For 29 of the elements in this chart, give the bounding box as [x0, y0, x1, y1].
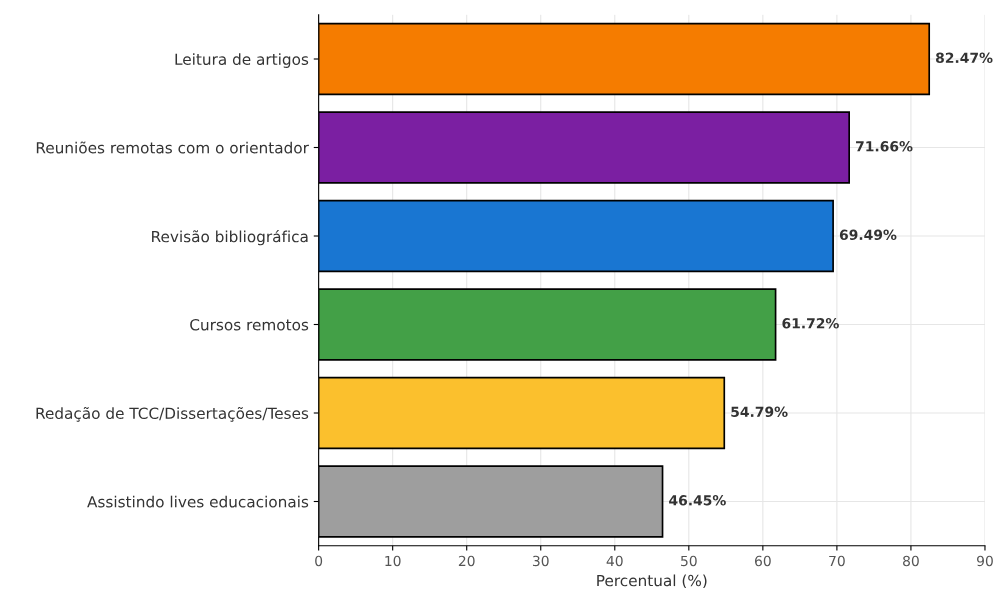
y-tick-label: Leitura de artigos [175, 53, 309, 68]
y-tick-label: Cursos remotos [190, 318, 309, 331]
data-label: 61.72% [782, 318, 839, 329]
y-tick-label: Assistindo lives educacionais [87, 495, 309, 508]
x-axis-title: Percentual (%) [597, 574, 707, 589]
bar [318, 465, 664, 538]
data-label: 82.47% [935, 52, 993, 64]
x-tick-label: 40 [606, 555, 623, 567]
x-tick-label: 90 [977, 555, 993, 567]
x-tick-label: 70 [829, 555, 845, 567]
x-tick-label: 60 [754, 555, 771, 567]
data-label: 69.49% [839, 229, 897, 241]
x-tick-label: 30 [532, 555, 549, 567]
data-label: 46.45% [669, 495, 726, 506]
y-tick-label: Reuniões remotas com o orientador [36, 141, 309, 154]
x-tick-label: 20 [458, 555, 475, 567]
bar [318, 199, 834, 273]
x-tick-label: 10 [385, 555, 401, 567]
data-label: 71.66% [856, 141, 913, 152]
bar [318, 111, 851, 184]
y-tick-label: Redação de TCC/Dissertações/Teses [36, 406, 309, 422]
y-tick-label: Revisão bibliográfica [152, 229, 308, 246]
x-tick-label: 80 [903, 555, 919, 567]
data-label: 54.79% [731, 406, 788, 418]
x-tick-label: 0 [315, 555, 323, 567]
bar [318, 288, 777, 361]
bar [318, 376, 726, 450]
bar [318, 22, 931, 96]
x-tick-label: 50 [681, 555, 697, 567]
